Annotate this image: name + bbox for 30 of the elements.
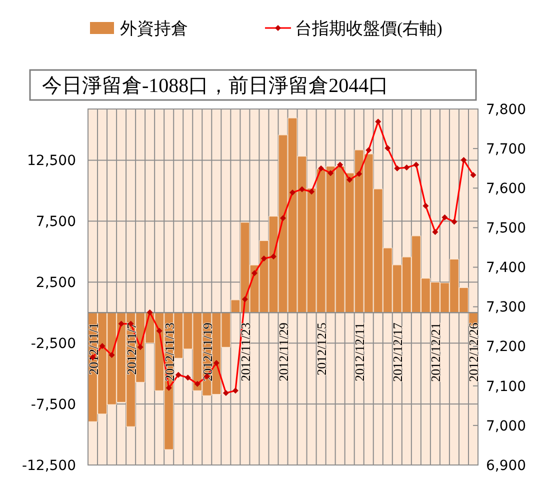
y-tick-label: -2,500 [30, 336, 76, 352]
x-tick-label: 2012/11/13 [162, 322, 177, 382]
x-tick-label: 2012/12/11 [352, 322, 368, 382]
y2-tick-label: 7,300 [486, 300, 526, 316]
y2-tick-label: 7,600 [486, 181, 526, 198]
legend-label: 台指期收盤價(右軸) [295, 18, 442, 38]
x-tick-label: 2012/11/29 [276, 322, 291, 382]
y-tick-label: 2,500 [36, 275, 76, 292]
x-tick-label: 2012/12/17 [390, 322, 406, 382]
x-tick-label: 2012/11/23 [238, 322, 253, 382]
y2-tick-label: 7,700 [486, 141, 526, 158]
x-tick-label: 2012/11/7 [124, 322, 139, 375]
y2-tick-label: 7,100 [486, 378, 526, 395]
x-tick-label: 2012/12/5 [314, 322, 330, 376]
legend-label: 外資持倉 [120, 18, 188, 38]
y2-tick-label: 7,000 [486, 418, 526, 434]
text: 今日淨留倉-1088口，前日淨留倉2044口 [42, 75, 389, 97]
y-tick-label: 7,500 [36, 214, 76, 230]
x-tick-label: 2012/11/1 [86, 322, 101, 375]
y-tick-label: -12,500 [22, 458, 76, 474]
y2-tick-label: 7,400 [486, 260, 526, 276]
y2-tick-label: 7,500 [486, 220, 526, 237]
y-tick-label: 12,500 [27, 153, 76, 170]
y2-tick-label: 7,200 [486, 339, 526, 356]
y-tick-label: -7,500 [30, 396, 76, 413]
x-tick-label: 2012/12/26 [466, 322, 482, 382]
x-tick-label: 2012/12/21 [428, 322, 444, 382]
y2-tick-label: 7,800 [486, 102, 526, 118]
y2-tick-label: 6,900 [486, 458, 526, 474]
x-tick-label: 2012/11/19 [200, 322, 215, 382]
